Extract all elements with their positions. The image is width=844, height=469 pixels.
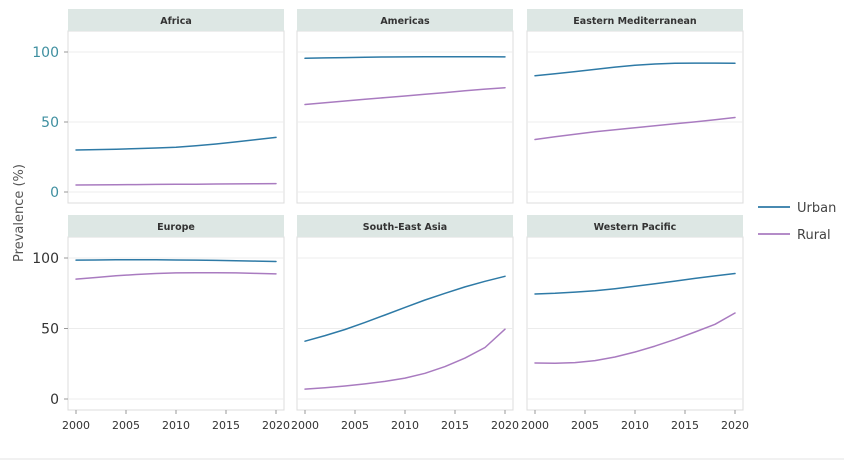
- series-line-urban: [304, 275, 506, 342]
- panel-western-pacific: Western Pacific: [526, 215, 744, 411]
- series-line-urban: [534, 62, 736, 77]
- series-line-urban: [75, 136, 277, 151]
- series-line-urban: [304, 56, 506, 60]
- panel-frame: [296, 30, 514, 204]
- y-tick-label: 50: [41, 115, 59, 131]
- series-line-rural: [75, 271, 277, 280]
- x-axis: 2000 2005 2010 2015 2020 2000 2005 2010 2015 2020…: [62, 410, 749, 432]
- x-tick-label: 2005: [571, 419, 599, 432]
- x-tick-label: 2010: [162, 419, 190, 432]
- series-line-rural: [304, 328, 506, 390]
- panel-americas: Americas: [296, 9, 514, 204]
- panel-eastern-mediterranean: Eastern Mediterranean: [526, 9, 744, 204]
- panel-frame: [67, 236, 285, 411]
- y-tick-label: 0: [50, 392, 59, 408]
- y-tick-label: 100: [32, 45, 59, 61]
- y-axis: 0 50 100 0 50 100: [32, 45, 68, 408]
- panel-strip: [527, 215, 743, 237]
- y-tick-label: 50: [41, 322, 59, 338]
- panel-title: South-East Asia: [363, 222, 447, 233]
- x-tick-label: 2000: [62, 419, 90, 432]
- x-tick-label: 2005: [112, 419, 140, 432]
- panel-south-east-asia: South-East Asia: [296, 215, 514, 411]
- panel-frame: [296, 236, 514, 411]
- series-line-rural: [534, 116, 736, 141]
- panel-title: Europe: [157, 222, 195, 233]
- series-line-rural: [304, 86, 506, 106]
- x-tick-label: 2015: [212, 419, 240, 432]
- legend-label-rural: Rural: [797, 228, 831, 243]
- panel-strip: [68, 9, 284, 31]
- panels: Africa Americas Eastern Mediterranean Europ…: [67, 9, 744, 411]
- series-line-urban: [75, 259, 277, 263]
- x-tick-label: 2000: [521, 419, 549, 432]
- panel-title: Western Pacific: [594, 222, 677, 233]
- panel-frame: [526, 30, 744, 204]
- x-tick-label: 2015: [441, 419, 469, 432]
- panel-title: Eastern Mediterranean: [573, 16, 697, 27]
- panel-strip: [68, 215, 284, 237]
- x-tick-label: 2010: [621, 419, 649, 432]
- y-axis-title: Prevalence (%): [12, 164, 27, 262]
- y-tick-label: 100: [32, 251, 59, 267]
- panel-strip: [297, 9, 513, 31]
- x-tick-label: 2000: [291, 419, 319, 432]
- x-tick-label: 2015: [671, 419, 699, 432]
- panel-title: Africa: [160, 16, 191, 27]
- series-line-rural: [75, 182, 277, 186]
- series-line-rural: [534, 312, 736, 365]
- panel-africa: Africa: [67, 9, 285, 204]
- legend: Urban Rural: [758, 201, 836, 243]
- x-tick-label: 2020: [491, 419, 519, 432]
- panel-frame: [526, 236, 744, 411]
- series-line-urban: [534, 272, 736, 295]
- panel-strip: [527, 9, 743, 31]
- panel-title: Americas: [380, 16, 430, 27]
- y-tick-label: 0: [50, 185, 59, 201]
- panel-europe: Europe: [67, 215, 285, 411]
- panel-strip: [297, 215, 513, 237]
- x-tick-label: 2020: [721, 419, 749, 432]
- x-tick-label: 2020: [262, 419, 290, 432]
- x-tick-label: 2005: [341, 419, 369, 432]
- legend-label-urban: Urban: [797, 201, 836, 216]
- panel-frame: [67, 30, 285, 204]
- x-tick-label: 2010: [391, 419, 419, 432]
